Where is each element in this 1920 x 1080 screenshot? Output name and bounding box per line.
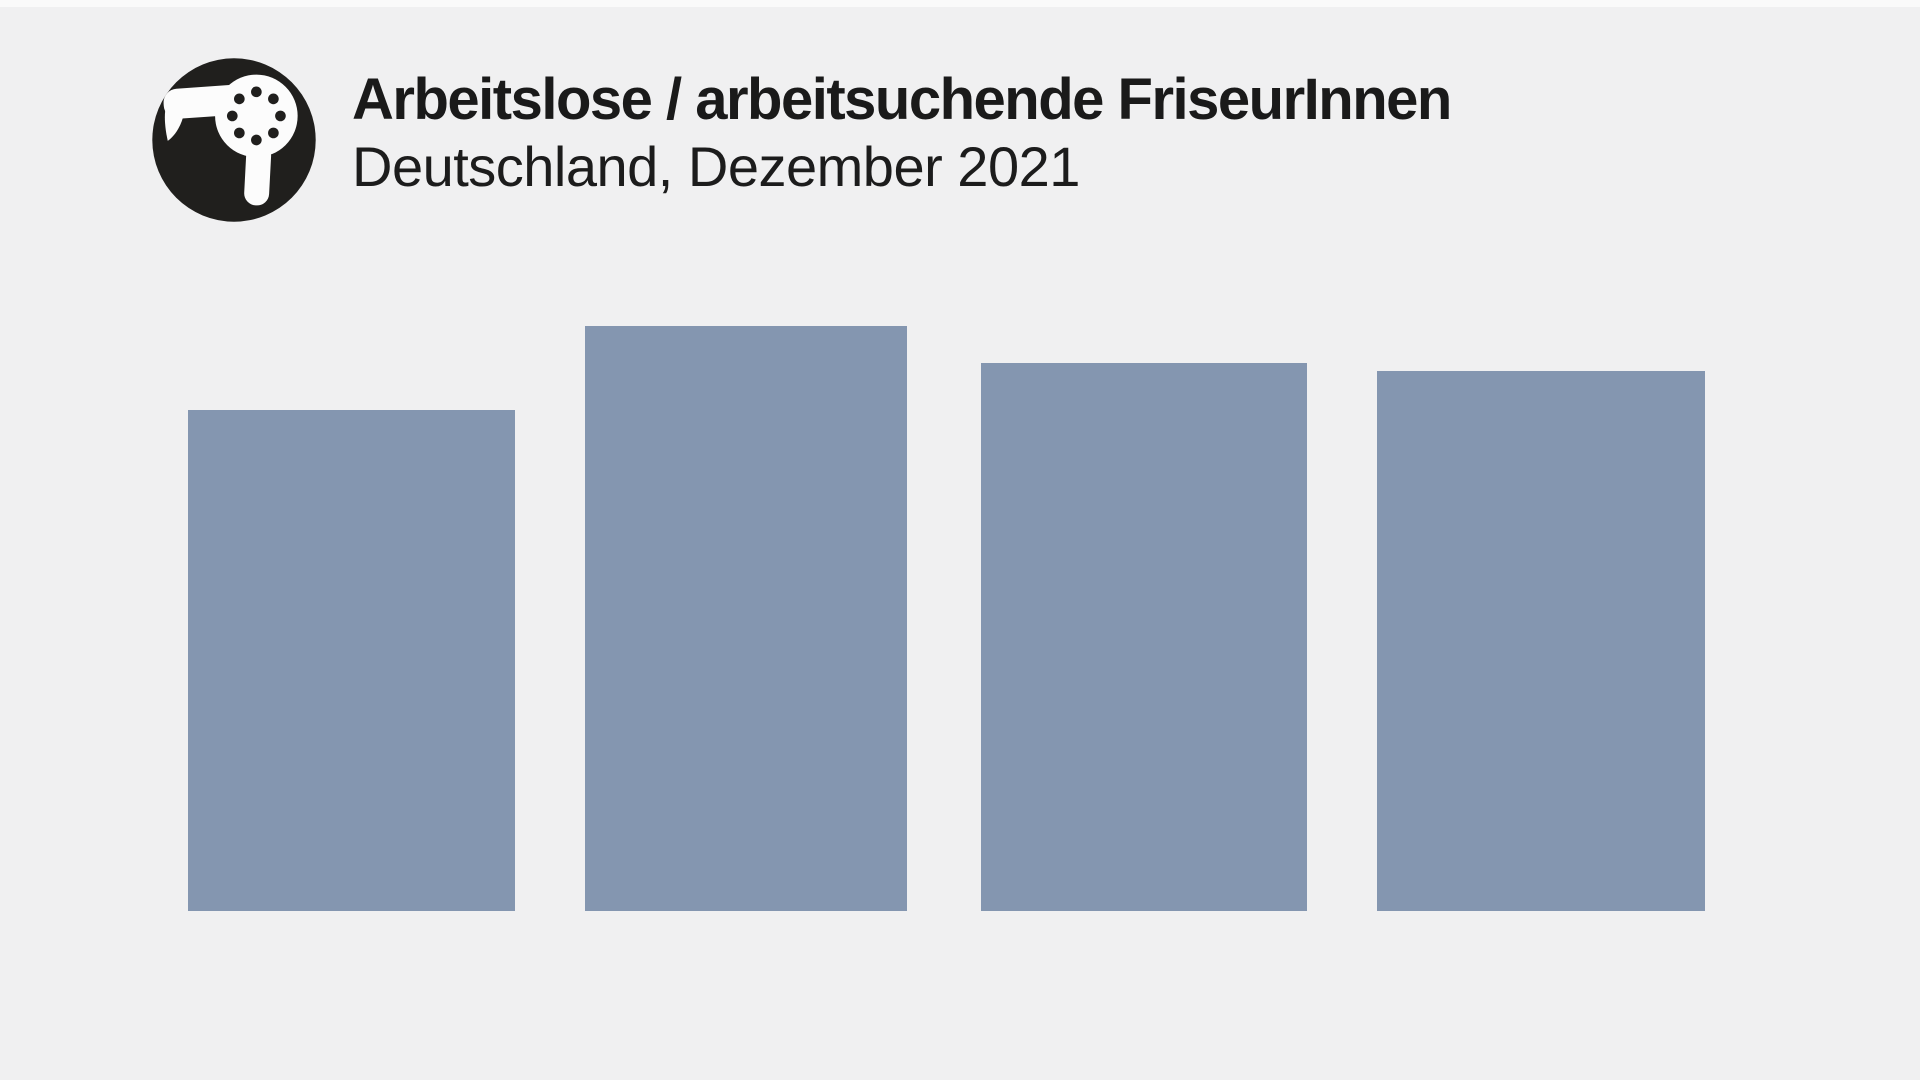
bar-4 bbox=[1377, 371, 1705, 911]
title-block: Arbeitslose / arbeitsuchende FriseurInne… bbox=[352, 54, 1452, 199]
bar-1 bbox=[188, 410, 515, 911]
chart-subtitle: Deutschland, Dezember 2021 bbox=[352, 134, 1080, 198]
top-edge-strip bbox=[0, 0, 1920, 7]
bar-2 bbox=[585, 326, 907, 911]
header: Arbeitslose / arbeitsuchende FriseurInne… bbox=[148, 54, 1452, 226]
chart-title: Arbeitslose / arbeitsuchende FriseurInne… bbox=[352, 67, 1452, 132]
bar-3 bbox=[981, 363, 1307, 911]
hairdryer-icon bbox=[152, 58, 316, 222]
